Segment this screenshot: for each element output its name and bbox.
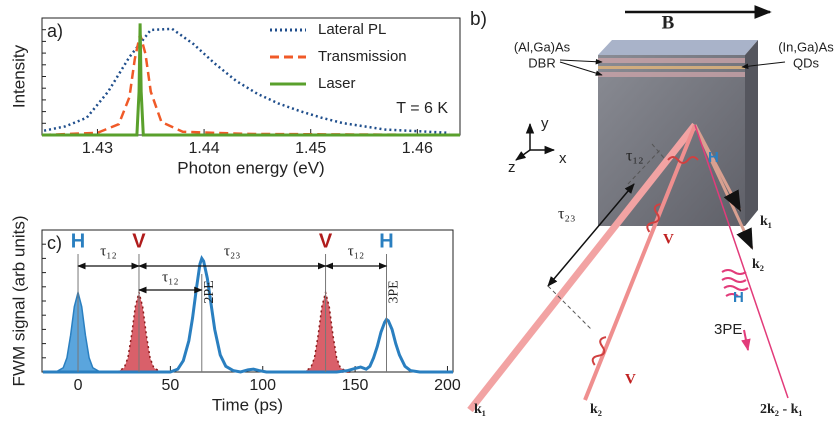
line bbox=[42, 23, 460, 137]
beam-out bbox=[693, 124, 742, 212]
qd-label: QDs bbox=[793, 55, 820, 70]
qd-label: (In,Ga)As bbox=[778, 39, 834, 54]
pulse-label: V bbox=[132, 230, 146, 252]
pulse-label: V bbox=[319, 230, 333, 252]
axis-label: x bbox=[559, 150, 567, 167]
x-axis-label: Time (ps) bbox=[212, 395, 283, 414]
line bbox=[43, 27, 450, 135]
legend-label: Laser bbox=[318, 75, 356, 92]
axis-label: y bbox=[541, 115, 549, 132]
guide bbox=[651, 143, 665, 159]
x-tick-label: 1.44 bbox=[189, 140, 220, 157]
layer bbox=[598, 72, 745, 77]
cube-top bbox=[598, 40, 758, 55]
y-axis-label: FWM signal (arb units) bbox=[9, 216, 28, 387]
beam-k1 bbox=[467, 122, 698, 413]
plot-frame bbox=[41, 17, 461, 136]
echo-arrow bbox=[741, 329, 751, 352]
delay-label: τ₂₃ bbox=[224, 243, 241, 259]
delay-label: τ₁₂ bbox=[162, 269, 179, 285]
x-tick-label: 100 bbox=[249, 377, 276, 394]
pointer bbox=[741, 61, 786, 70]
delay-arrow bbox=[547, 183, 635, 287]
delay-label: τ₁₂ bbox=[626, 148, 644, 165]
pulse-label: H bbox=[733, 289, 744, 306]
pulse bbox=[667, 156, 699, 164]
echo-label: 3PE bbox=[714, 321, 742, 338]
x-tick-label: 150 bbox=[342, 377, 369, 394]
dbr-label: DBR bbox=[528, 55, 555, 70]
panel-label: a) bbox=[47, 21, 63, 41]
echo-label: 2PE bbox=[202, 280, 217, 303]
panel-label: c) bbox=[47, 233, 62, 253]
layer bbox=[598, 66, 745, 69]
echo-label: 3PE bbox=[387, 280, 402, 303]
beam-label: k₂ bbox=[752, 257, 764, 272]
x-tick-label: 0 bbox=[74, 377, 83, 394]
panel-label: b) bbox=[470, 9, 487, 30]
x-tick-label: 1.45 bbox=[295, 140, 326, 157]
beam-label: 2k₂ - k₁ bbox=[760, 402, 803, 417]
pulse-label: H bbox=[71, 230, 85, 252]
x-tick-label: 200 bbox=[434, 377, 461, 394]
line bbox=[42, 254, 453, 374]
beam-label: k₁ bbox=[760, 214, 772, 229]
legend-label: Transmission bbox=[318, 48, 407, 65]
x-tick-label: 1.46 bbox=[402, 140, 433, 157]
delay-label: τ₁₂ bbox=[348, 243, 365, 259]
cube-side bbox=[745, 40, 758, 226]
guide bbox=[547, 285, 593, 331]
pointer bbox=[559, 61, 603, 76]
annotation: T = 6 K bbox=[396, 100, 448, 117]
x-tick-label: 1.43 bbox=[82, 140, 113, 157]
beam-label: k₂ bbox=[590, 402, 602, 417]
axis-arrow bbox=[515, 149, 531, 161]
pointer bbox=[559, 58, 603, 65]
delay-label: τ₂₃ bbox=[558, 206, 576, 223]
pulse-label: V bbox=[625, 371, 636, 387]
pulse-label: V bbox=[663, 231, 674, 247]
line bbox=[41, 33, 461, 137]
guide bbox=[627, 149, 661, 185]
delay-label: τ₁₂ bbox=[100, 243, 117, 259]
field-label: B bbox=[662, 12, 675, 33]
layer bbox=[598, 58, 745, 63]
setup-diagram: b) B (Al,Ga)As DBR (In,Ga)As QDs y z x bbox=[467, 5, 834, 417]
beam-echo bbox=[694, 124, 789, 399]
dbr-label: (Al,Ga)As bbox=[514, 39, 571, 54]
x-tick-label: 50 bbox=[161, 377, 179, 394]
x-axis-label: Photon energy (eV) bbox=[177, 158, 324, 177]
beam-label: k₁ bbox=[474, 402, 486, 417]
pulse-label: H bbox=[379, 230, 393, 252]
y-axis-label: Intensity bbox=[9, 44, 28, 108]
pulse bbox=[646, 203, 661, 233]
axis-label: z bbox=[508, 159, 516, 176]
legend-label: Lateral PL bbox=[318, 21, 386, 38]
pulse-label: H bbox=[708, 149, 719, 166]
pulse bbox=[591, 336, 607, 366]
echo-pulse bbox=[721, 269, 749, 297]
